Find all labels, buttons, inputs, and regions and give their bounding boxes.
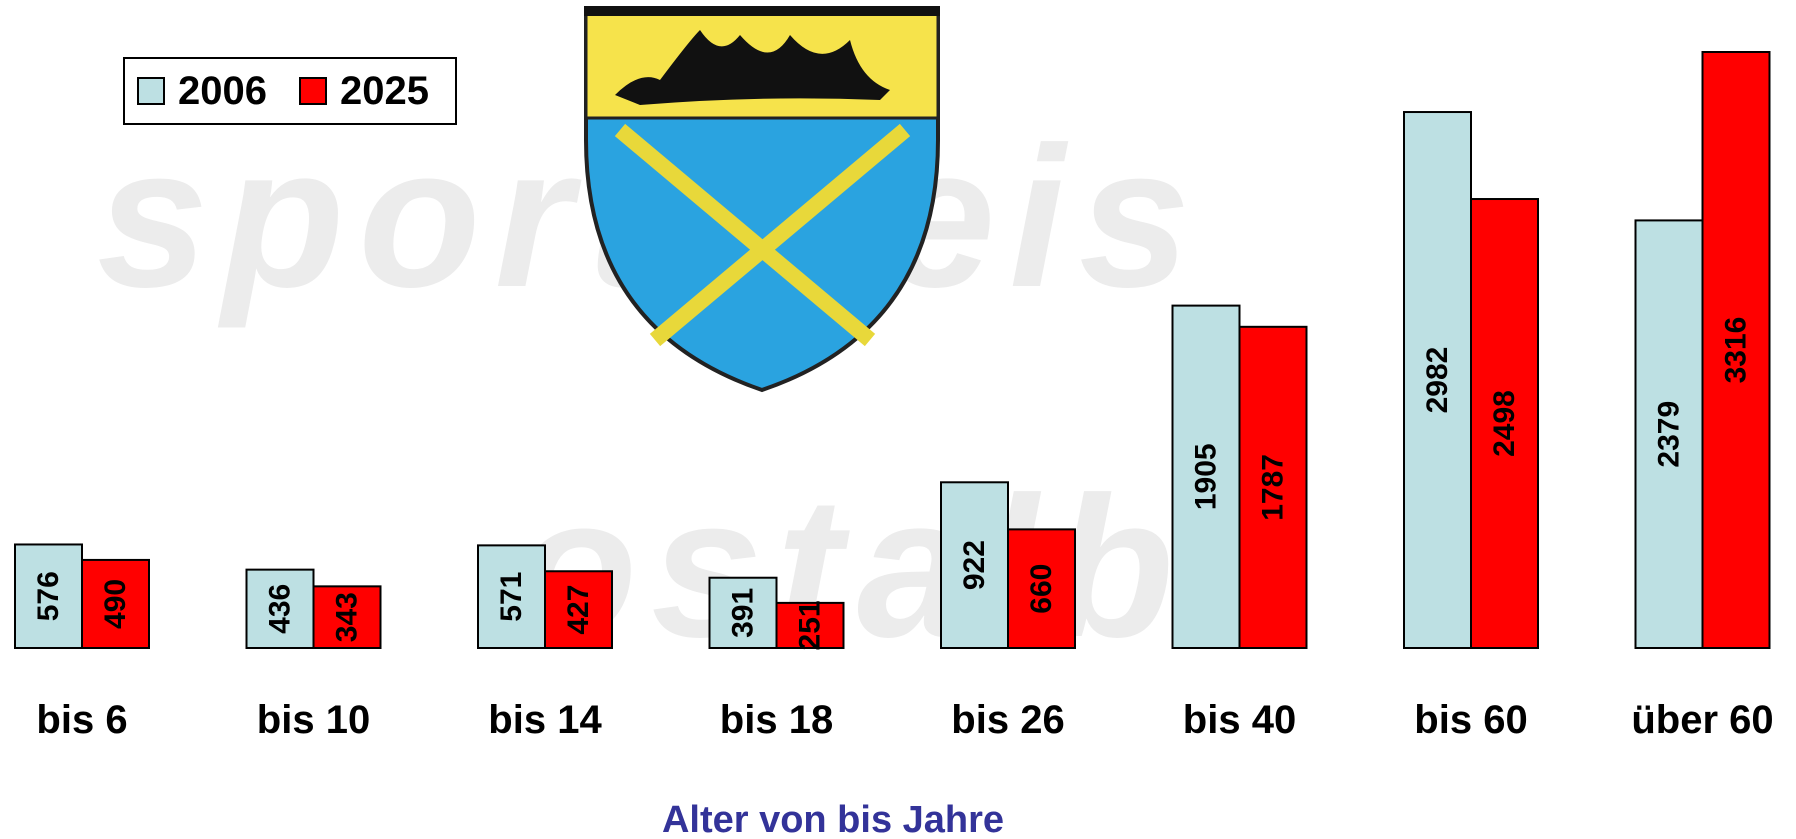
value-label: 2379 [1653,401,1686,468]
bar [245,568,315,649]
value-label: 1905 [1190,443,1223,510]
x-tick-label: bis 26 [951,698,1064,742]
coat-of-arms [584,6,940,393]
bar [940,481,1009,649]
bar [544,570,613,649]
bar [14,543,83,649]
bar [81,558,150,650]
value-label: 251 [794,600,827,650]
x-tick-label: bis 40 [1183,698,1296,742]
x-tick-label: bis 18 [720,698,833,742]
legend-swatch [137,77,165,105]
legend-label: 2006 [178,69,267,113]
bar [1701,51,1771,649]
bar [312,585,382,649]
x-tick-label: über 60 [1631,698,1773,742]
value-label: 2982 [1421,347,1454,414]
x-tick-label: bis 6 [36,698,127,742]
value-label: 576 [32,571,65,621]
x-tick-label: bis 60 [1414,698,1527,742]
legend-swatch [299,77,327,105]
value-label: 343 [331,592,364,642]
legend: 2006 2025 [123,57,457,125]
value-label: 660 [1025,564,1058,614]
value-label: 391 [727,588,760,638]
watermark-text: ostalb [515,456,1188,679]
value-label: 436 [264,584,297,634]
value-label: 1787 [1257,454,1290,521]
spear [649,123,911,347]
plot: 576 490 bis 6 436 343 bis 10 571 427 bis 14 391 25… [14,51,1774,742]
antlers [615,30,890,105]
x-tick-label: bis 14 [488,698,602,742]
spear [614,123,876,347]
value-label: 3316 [1720,317,1753,384]
legend-box [123,57,457,125]
x-tick-label: bis 10 [257,698,370,742]
bar [1007,528,1076,649]
bar [1171,304,1241,649]
bar [1634,219,1704,649]
value-label: 922 [958,540,991,590]
bar [1403,111,1472,649]
bar [775,601,845,649]
shield-top [584,6,940,16]
value-label: 571 [495,572,528,622]
legend-label: 2025 [340,69,429,113]
bar [708,576,778,649]
value-label: 490 [99,579,132,629]
x-axis-label: Alter von bis Jahre [662,799,1004,839]
value-label: 427 [562,585,595,635]
bar [1238,325,1308,649]
value-label: 2498 [1488,390,1521,457]
bar [1470,198,1539,649]
